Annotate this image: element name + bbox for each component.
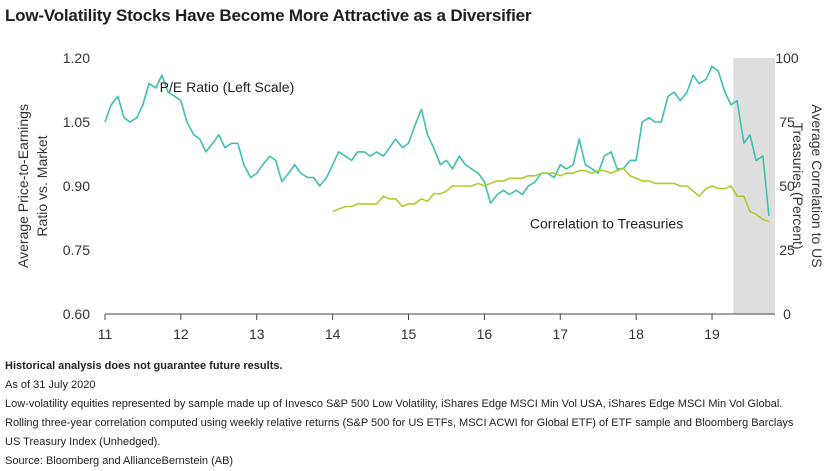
- x-tick-label: 17: [552, 326, 568, 342]
- shaded-region-layer: [733, 58, 775, 314]
- as-of-note: As of 31 July 2020: [5, 379, 96, 391]
- y-right-axis-title-line: Average Correlation to US: [809, 104, 825, 267]
- shaded-region: [733, 58, 775, 314]
- y-left-axis-title-line: Ratio vs. Market: [34, 135, 50, 236]
- y-right-tick-label: 0: [783, 306, 791, 322]
- x-tick-label: 12: [173, 326, 189, 342]
- y-left-tick-label: 0.60: [63, 306, 90, 322]
- y-right-tick-label: 100: [775, 50, 799, 66]
- pe-ratio-line: [104, 65, 770, 216]
- y-right-tick-label: 50: [779, 178, 795, 194]
- y-right-axis-title-line: Treasuries (Percent): [790, 122, 806, 249]
- x-tick-label: 15: [401, 326, 417, 342]
- y-left-tick-label: 0.75: [63, 242, 90, 258]
- source-note: Source: Bloomberg and AllianceBernstein …: [5, 455, 234, 467]
- y-left-tick-label: 0.90: [63, 178, 90, 194]
- y-left-axis-title: Average Price-to-Earnings Ratio vs. Marke…: [15, 104, 50, 268]
- line-chart: 11 12 13 14 15 16 17 18 19 0.60 0.75 0.90 1.05 1.20 0 2…: [15, 50, 825, 342]
- y-left-tick-label: 1.20: [63, 50, 90, 66]
- methodology-note-3: US Treasury Index (Unhedged).: [5, 436, 161, 448]
- methodology-note-1: Low-volatility equities represented by s…: [5, 398, 783, 410]
- correlation-line: [332, 167, 770, 223]
- y-right-axis-title: Average Correlation to USTreasuries (Per…: [790, 104, 825, 267]
- disclaimer-note: Historical analysis does not guarantee f…: [5, 360, 283, 372]
- x-tick-label: 18: [628, 326, 644, 342]
- axis-layer: 11 12 13 14 15 16 17 18 19 0.60 0.75 0.90 1.05 1.20 0 2…: [15, 50, 825, 342]
- y-left-tick-label: 1.05: [63, 114, 90, 130]
- y-left-axis-title-line: Average Price-to-Earnings: [15, 104, 31, 268]
- methodology-note-2: Rolling three-year correlation computed …: [5, 417, 794, 429]
- x-tick-label: 14: [325, 326, 341, 342]
- y-right-tick-label: 25: [779, 242, 795, 258]
- chart-notes: Historical analysis does not guarantee f…: [5, 357, 835, 471]
- correlation-series-label: Correlation to Treasuries: [530, 216, 683, 232]
- series-layer: [104, 65, 770, 223]
- x-tick-label: 13: [249, 326, 265, 342]
- x-tick-label: 16: [477, 326, 493, 342]
- y-right-tick-label: 75: [779, 114, 795, 130]
- x-tick-label: 11: [98, 326, 113, 342]
- x-tick-label: 19: [704, 326, 720, 342]
- label-layer: P/E Ratio (Left Scale) Correlation to Tre…: [160, 79, 684, 232]
- pe-ratio-series-label: P/E Ratio (Left Scale): [160, 79, 295, 95]
- chart-title: Low-Volatility Stocks Have Become More A…: [5, 6, 532, 25]
